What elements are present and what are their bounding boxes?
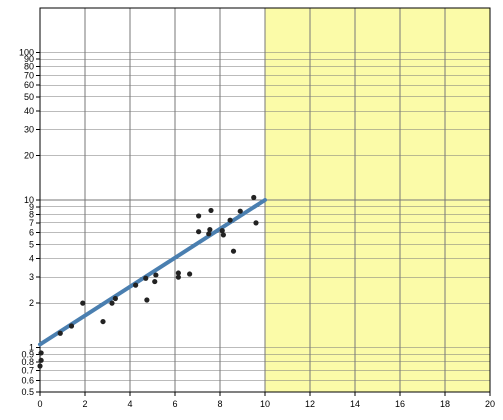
y-tick-label: 0.5 (21, 387, 34, 397)
data-point (133, 282, 139, 288)
y-tick-label: 2 (29, 298, 34, 308)
x-tick-label: 6 (172, 399, 177, 409)
x-tick-label: 8 (217, 399, 222, 409)
y-tick-label: 70 (24, 70, 34, 80)
data-point (237, 208, 243, 214)
data-point (112, 295, 118, 302)
data-point (68, 323, 75, 329)
data-point (80, 300, 86, 306)
x-tick-label: 2 (82, 399, 87, 409)
fit-line (38, 198, 267, 347)
data-points (37, 194, 259, 369)
data-point (251, 194, 257, 201)
y-tick-label: 1 (29, 343, 34, 353)
x-tick-label: 4 (127, 399, 132, 409)
data-point (206, 231, 212, 237)
data-point (253, 220, 259, 226)
data-point (153, 272, 159, 278)
y-tick-label: 10 (24, 195, 34, 205)
x-tick-label: 18 (440, 399, 450, 409)
data-point (207, 227, 213, 233)
data-point (38, 357, 44, 363)
data-point (227, 217, 233, 223)
data-point (196, 229, 202, 235)
data-point (175, 270, 181, 276)
data-point (230, 248, 237, 254)
y-tick-label: 8 (29, 209, 34, 219)
data-point (208, 207, 214, 214)
y-tick-label: 90 (24, 54, 34, 64)
data-point (196, 213, 202, 219)
x-tick-label: 20 (485, 399, 495, 409)
data-point (57, 330, 63, 336)
y-tick-label: 6 (29, 228, 34, 238)
y-tick-label: 0.9 (21, 349, 34, 359)
y-tick-label: 7 (29, 218, 34, 228)
x-axis-ticks: 0 2 4 6 8 10 12 14 16 18 20 (37, 392, 495, 409)
y-tick-label: 40 (24, 106, 34, 116)
x-tick-label: 10 (260, 399, 270, 409)
y-tick-label: 20 (24, 151, 34, 161)
data-point (144, 297, 150, 303)
y-tick-label: 5 (29, 239, 34, 249)
data-point (38, 350, 44, 356)
y-tick-label: 9 (29, 202, 34, 212)
y-tick-label: 60 (24, 80, 34, 90)
y-tick-label: 0.7 (21, 365, 34, 375)
x-tick-label: 14 (350, 399, 360, 409)
data-point (143, 275, 149, 281)
fit-line-group (38, 198, 267, 347)
data-point (220, 232, 226, 238)
y-tick-label: 80 (24, 62, 34, 72)
y-tick-label: 30 (24, 125, 34, 135)
y-tick-label: 0.6 (21, 375, 34, 385)
data-point (175, 274, 181, 280)
y-tick-label: 4 (29, 254, 34, 264)
data-point (187, 271, 193, 277)
x-tick-label: 16 (395, 399, 405, 409)
data-point (109, 300, 115, 306)
y-tick-label: 50 (24, 92, 34, 102)
y-tick-label: 0.8 (21, 357, 34, 367)
x-tick-label: 0 (37, 399, 42, 409)
x-tick-label: 12 (305, 399, 315, 409)
y-tick-label: 100 (19, 47, 34, 57)
y-tick-label: 3 (29, 272, 34, 282)
data-point (37, 363, 43, 369)
data-point (219, 228, 225, 234)
data-point (152, 278, 158, 285)
data-point (100, 318, 106, 325)
